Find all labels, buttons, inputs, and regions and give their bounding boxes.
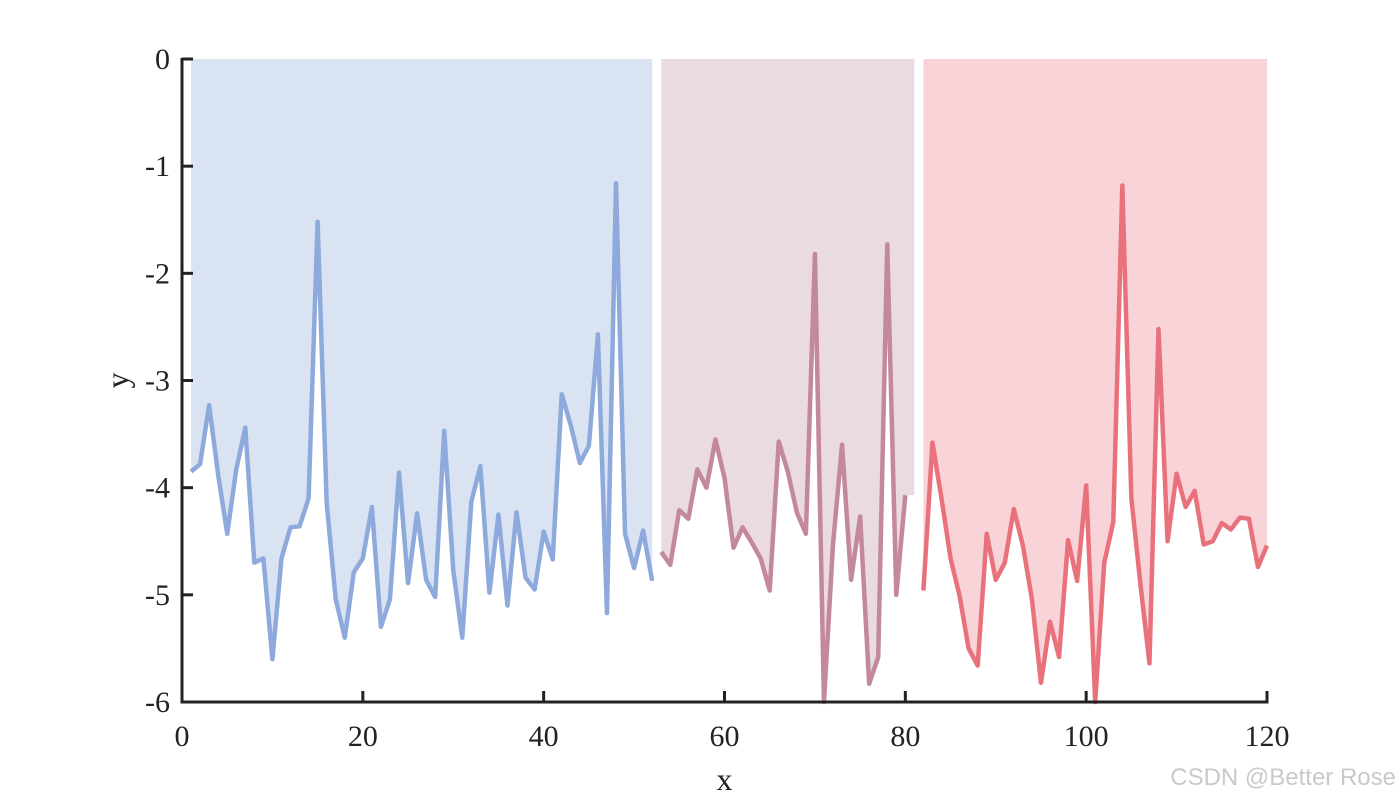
y-tick-label: -3 [145, 365, 170, 398]
x-ticks: 0 20 40 60 80 100 120 [175, 691, 1290, 753]
x-tick-label: 20 [348, 720, 378, 753]
band-fill-1 [191, 59, 653, 660]
x-tick-label: 60 [710, 720, 740, 753]
x-axis-title: x [717, 761, 733, 797]
x-tick-label: 120 [1245, 720, 1290, 753]
band-fill-2 [661, 59, 915, 702]
y-tick-label: -1 [145, 150, 170, 183]
x-tick-label: 0 [175, 720, 190, 753]
band-fills [191, 59, 1267, 702]
series-line-2 [659, 242, 908, 705]
y-tick-label: -2 [145, 257, 170, 290]
y-tick-label: -4 [145, 472, 170, 505]
y-tick-label: 0 [155, 43, 170, 76]
y-axis-title: y [99, 373, 135, 389]
x-tick-label: 100 [1064, 720, 1109, 753]
x-tick-label: 40 [529, 720, 559, 753]
watermark: CSDN @Better Rose [1170, 764, 1396, 791]
y-tick-label: -5 [145, 579, 170, 612]
series-line-1 [189, 181, 655, 662]
band-fill-3 [923, 59, 1267, 702]
y-ticks: 0 -1 -2 -3 -4 -5 -6 [145, 43, 193, 719]
x-tick-label: 80 [890, 720, 920, 753]
y-tick-label: -6 [145, 686, 170, 719]
